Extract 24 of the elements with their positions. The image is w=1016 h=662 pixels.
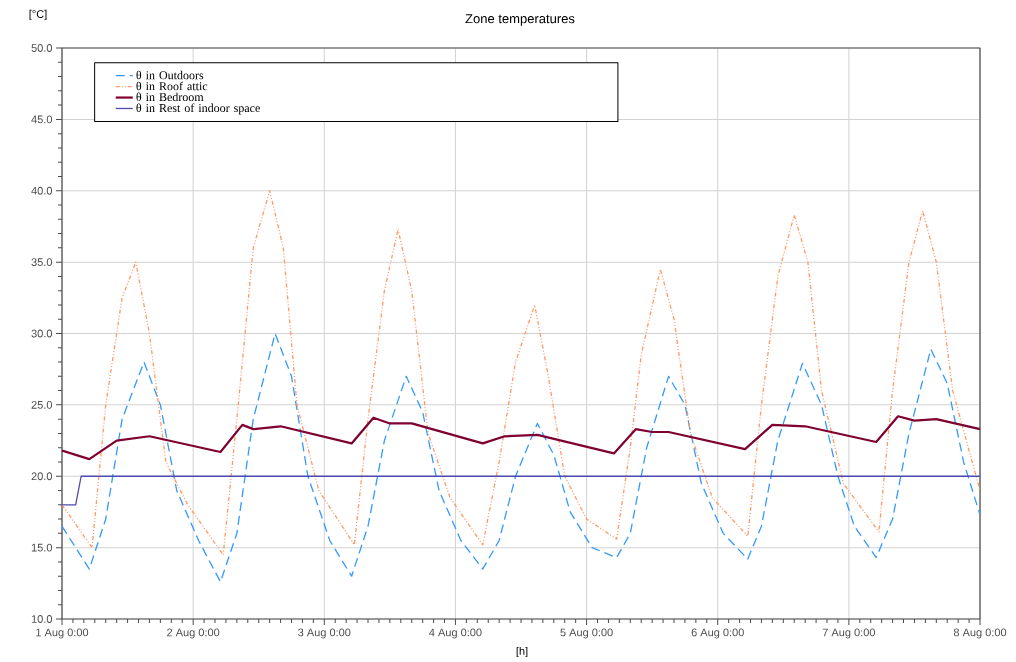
y-tick-label: 45.0 xyxy=(31,115,53,124)
y-tick-label: 15.0 xyxy=(31,543,53,552)
x-tick-label: 7 Aug 0:00 xyxy=(822,628,876,639)
legend-label: θ in Bedroom xyxy=(136,92,204,102)
y-tick-label: 20.0 xyxy=(31,472,53,481)
legend-label: θ in Roof attic xyxy=(136,81,208,91)
x-tick-label: 1 Aug 0:00 xyxy=(36,628,89,639)
y-tick-label: 40.0 xyxy=(31,186,53,195)
y-tick-label: 30.0 xyxy=(31,329,53,338)
x-tick-label: 8 Aug 0:00 xyxy=(953,628,1007,639)
y-tick-label: 10.0 xyxy=(31,615,53,623)
x-tick-label: 6 Aug 0:00 xyxy=(691,628,744,639)
x-tick-label: 3 Aug 0:00 xyxy=(298,628,351,639)
y-tick-label: 50.0 xyxy=(31,44,53,52)
x-axis-title: [h] xyxy=(516,646,528,658)
x-tick-label: 4 Aug 0:00 xyxy=(429,628,482,639)
legend-label: θ in Outdoors xyxy=(136,70,204,80)
y-tick-label: 25.0 xyxy=(31,400,53,409)
y-tick-label: 35.0 xyxy=(31,258,53,267)
y-axis-title: [°C] xyxy=(29,9,47,21)
chart-title: Zone temperatures xyxy=(465,14,575,26)
x-tick-label: 2 Aug 0:00 xyxy=(167,628,220,639)
x-tick-label: 5 Aug 0:00 xyxy=(560,628,613,639)
legend-label: θ in Rest of indoor space xyxy=(136,103,260,115)
